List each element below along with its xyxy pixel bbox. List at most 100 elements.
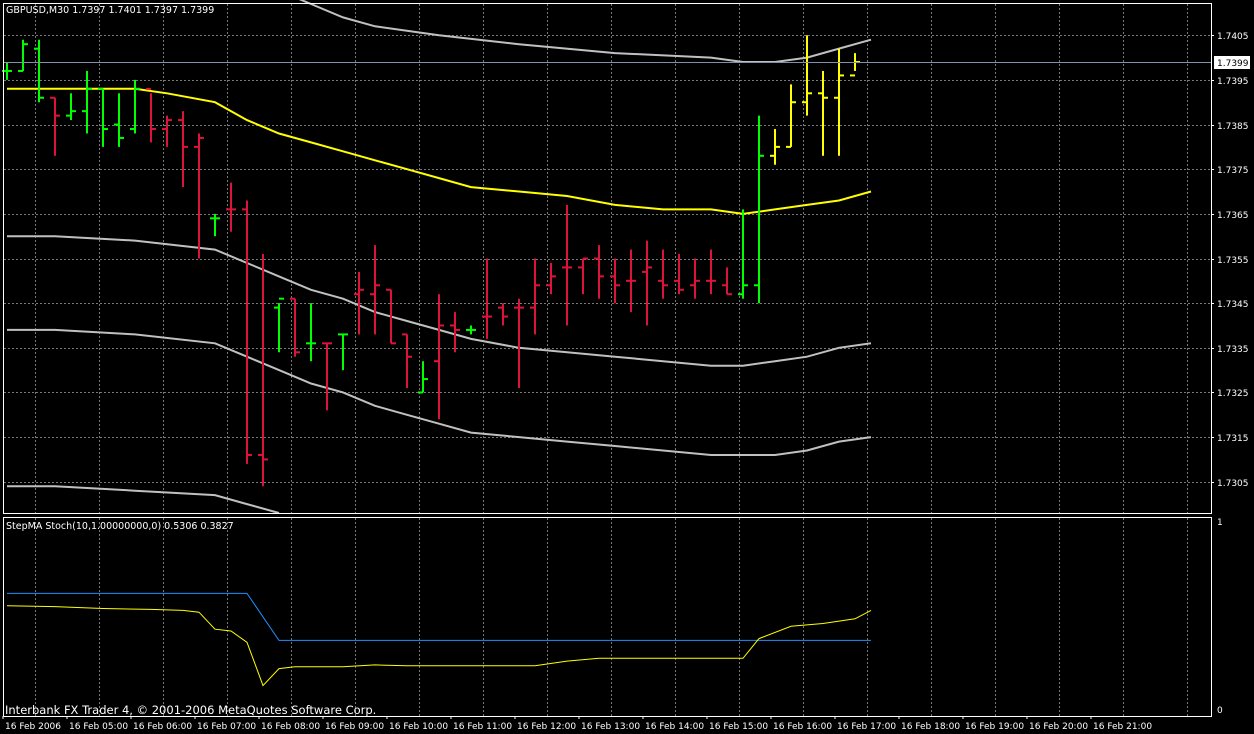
- price-bar: [546, 262, 556, 295]
- time-label: 16 Feb 06:00: [133, 722, 192, 732]
- price-bar: [114, 93, 124, 147]
- stochastic-line: [6, 605, 872, 687]
- price-bar: [194, 133, 204, 259]
- price-bar: [466, 325, 476, 335]
- price-bar: [290, 297, 300, 357]
- price-indicator-lines: [7, 0, 872, 514]
- price-bar: [610, 258, 620, 304]
- price-bar: [770, 129, 780, 165]
- time-label: 16 Feb 08:00: [261, 722, 320, 732]
- price-tag-value: 1.7399: [1217, 59, 1249, 69]
- price-bar: [258, 254, 268, 487]
- price-bar: [66, 93, 76, 121]
- stochastic-lines: [6, 592, 872, 687]
- price-bar: [626, 249, 636, 313]
- time-label: 16 Feb 20:00: [1029, 722, 1088, 732]
- time-label: 16 Feb 12:00: [517, 722, 576, 732]
- price-bar: [226, 182, 236, 232]
- price-bar: [370, 245, 380, 335]
- time-label: 16 Feb 2006: [5, 722, 61, 732]
- envelope-line: [7, 328, 872, 456]
- price-bar: [530, 258, 540, 335]
- envelope-line: [7, 485, 280, 514]
- indicator-title: StepMA Stoch(10,1.00000000,0) 0.5306 0.3…: [6, 521, 234, 532]
- price-bar: [34, 39, 44, 103]
- time-label: 16 Feb 15:00: [709, 722, 768, 732]
- price-bar: [434, 294, 444, 420]
- price-bar: [658, 249, 668, 299]
- price-bar: [562, 204, 572, 326]
- price-bar: [706, 249, 716, 295]
- time-label: 16 Feb 09:00: [325, 722, 384, 732]
- price-bar: [354, 271, 364, 335]
- price-bar: [450, 312, 460, 353]
- price-bar: [674, 254, 684, 295]
- price-label: 1.7405: [1217, 32, 1249, 42]
- price-bar: [834, 48, 844, 156]
- price-bar: [178, 111, 188, 188]
- time-label: 16 Feb 16:00: [773, 722, 832, 732]
- time-axis: 16 Feb 2006 16 Feb 05:00 16 Feb 06:00 16 Fe…: [2, 716, 1152, 732]
- price-bar: [802, 35, 812, 116]
- price-label: 1.7335: [1217, 345, 1249, 355]
- time-label: 16 Feb 19:00: [965, 722, 1024, 732]
- time-label: 16 Feb 10:00: [389, 722, 448, 732]
- time-label: 16 Feb 14:00: [645, 722, 704, 732]
- price-bar: [242, 200, 252, 464]
- price-bar: [50, 96, 60, 156]
- price-label: 1.7365: [1217, 211, 1249, 221]
- price-bar: [210, 213, 220, 237]
- signal-line: [7, 592, 871, 641]
- time-label: 16 Feb 11:00: [453, 722, 512, 732]
- price-bar: [146, 87, 156, 143]
- price-bar: [162, 115, 172, 147]
- price-bar: [402, 333, 412, 388]
- price-bar: [738, 209, 748, 299]
- time-label: 16 Feb 07:00: [197, 722, 256, 732]
- price-label: 1.7355: [1217, 256, 1249, 266]
- indicator-axis-label: 0: [1217, 706, 1223, 716]
- price-label: 1.7395: [1217, 77, 1249, 87]
- time-label: 16 Feb 13:00: [581, 722, 640, 732]
- main-chart-grid: [4, 4, 1211, 513]
- indicator-grid: [35, 518, 1188, 716]
- price-bar: [642, 240, 652, 326]
- price-bar: [386, 288, 396, 345]
- price-bar: [98, 87, 108, 147]
- price-bar: [338, 333, 348, 371]
- price-bar: [18, 39, 28, 72]
- time-label: 16 Feb 21:00: [1093, 722, 1152, 732]
- price-tag: 1.7399: [1214, 56, 1250, 69]
- price-bar: [498, 303, 508, 326]
- copyright-text: Interbank FX Trader 4, © 2001-2006 MetaQ…: [5, 703, 376, 717]
- price-bar: [306, 303, 316, 362]
- price-bars: [2, 35, 860, 487]
- price-bar: [594, 245, 604, 299]
- price-bar: [786, 84, 796, 148]
- indicator-frame: [3, 517, 1212, 717]
- symbol-info: GBPUSD,M30 1.7397 1.7401 1.7397 1.7399: [6, 5, 214, 16]
- price-bar: [754, 115, 764, 304]
- price-label: 1.7375: [1217, 166, 1249, 176]
- price-bar: [818, 70, 828, 156]
- indicator-axis-label: 1: [1217, 518, 1223, 528]
- price-bar: [130, 79, 140, 134]
- main-chart-frame: [3, 3, 1212, 514]
- price-bar: [274, 297, 284, 353]
- price-label: 1.7305: [1217, 479, 1249, 489]
- price-bar: [418, 361, 428, 394]
- price-label: 1.7315: [1217, 434, 1249, 444]
- price-label: 1.7345: [1217, 300, 1249, 310]
- price-bar: [322, 342, 332, 411]
- price-bar: [482, 258, 492, 339]
- time-label: 16 Feb 05:00: [69, 722, 128, 732]
- price-bar: [722, 267, 732, 296]
- price-bar: [82, 70, 92, 134]
- price-bar: [2, 62, 12, 80]
- time-label: 16 Feb 18:00: [901, 722, 960, 732]
- moving-average-line: [7, 87, 872, 215]
- price-tag-background: [1214, 56, 1250, 69]
- price-axis: 1.7405 1.7395 1.7385 1.7375 1.7365 1.7355 1.73…: [1211, 32, 1249, 489]
